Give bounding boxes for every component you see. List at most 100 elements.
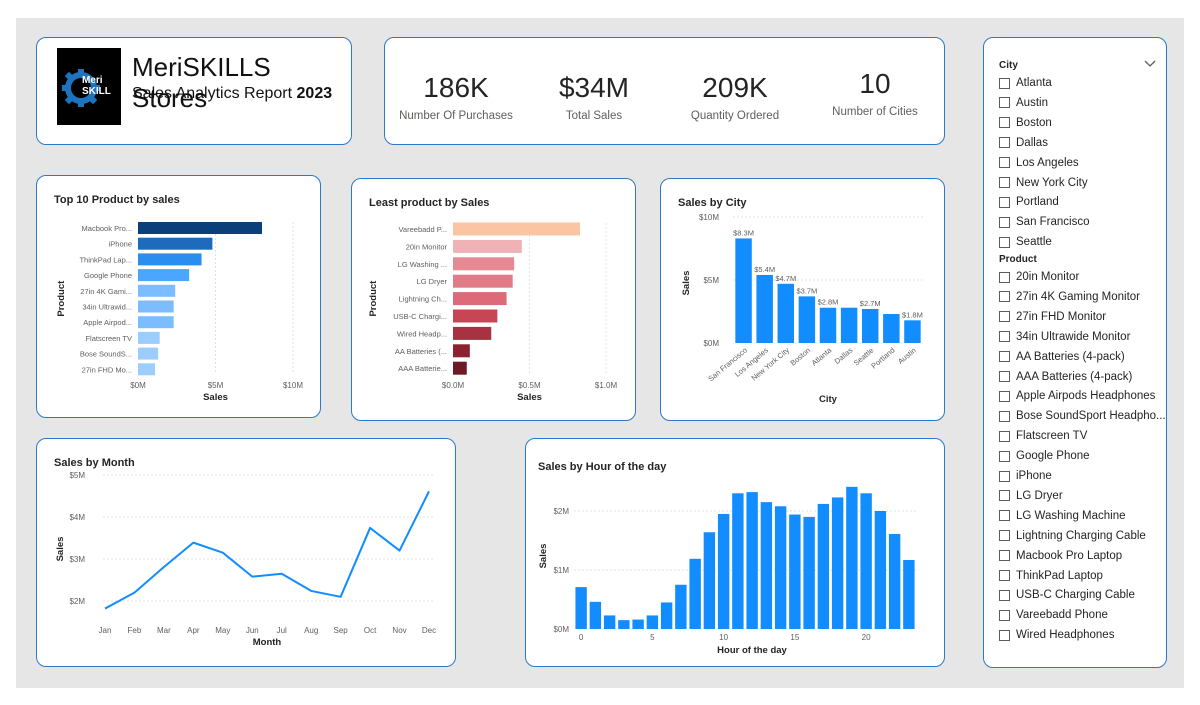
bar[interactable] [589, 601, 602, 629]
checkbox[interactable] [999, 450, 1010, 462]
bar[interactable] [603, 615, 616, 629]
bar[interactable] [874, 511, 887, 629]
product-option[interactable]: Apple Airpods Headphones [999, 388, 1155, 404]
city-option[interactable]: Portland [999, 194, 1059, 210]
bar[interactable] [760, 502, 773, 629]
bar[interactable] [860, 493, 872, 629]
bar[interactable] [846, 486, 858, 629]
city-option[interactable]: Austin [999, 95, 1048, 111]
bar[interactable] [138, 284, 176, 297]
bar[interactable] [735, 238, 752, 343]
checkbox[interactable] [999, 629, 1010, 641]
bar[interactable] [717, 513, 730, 629]
bar[interactable] [453, 344, 470, 358]
bar[interactable] [819, 307, 837, 343]
checkbox[interactable] [999, 196, 1010, 208]
bar[interactable] [453, 309, 498, 323]
bar[interactable] [138, 347, 159, 360]
bar[interactable] [138, 253, 202, 266]
bar[interactable] [453, 257, 515, 271]
bar[interactable] [756, 274, 773, 343]
product-option[interactable]: Lightning Charging Cable [999, 528, 1146, 544]
checkbox[interactable] [999, 291, 1010, 303]
product-option[interactable]: Wired Headphones [999, 627, 1114, 643]
checkbox[interactable] [999, 271, 1010, 283]
bar[interactable] [689, 558, 701, 629]
product-option[interactable]: Bose SoundSport Headpho... [999, 408, 1166, 424]
bar[interactable] [675, 584, 687, 629]
bar[interactable] [138, 331, 160, 344]
city-option[interactable]: Dallas [999, 135, 1048, 151]
city-option[interactable]: San Francisco [999, 214, 1090, 230]
checkbox[interactable] [999, 530, 1010, 542]
bar[interactable] [632, 619, 644, 629]
product-option[interactable]: ThinkPad Laptop [999, 568, 1103, 584]
bar[interactable] [732, 493, 744, 629]
bar[interactable] [703, 532, 716, 629]
product-option[interactable]: USB-C Charging Cable [999, 587, 1135, 603]
product-option[interactable]: AAA Batteries (4-pack) [999, 369, 1132, 385]
city-option[interactable]: Atlanta [999, 75, 1052, 91]
city-option[interactable]: New York City [999, 175, 1088, 191]
bar[interactable] [453, 361, 467, 375]
city-option[interactable]: Boston [999, 115, 1052, 131]
checkbox[interactable] [999, 371, 1010, 382]
bar[interactable] [138, 237, 213, 250]
bar[interactable] [453, 292, 507, 306]
checkbox[interactable] [999, 589, 1010, 601]
bar[interactable] [618, 620, 630, 629]
bar[interactable] [453, 274, 513, 288]
product-option[interactable]: 20in Monitor [999, 269, 1079, 285]
checkbox[interactable] [999, 216, 1010, 228]
checkbox[interactable] [999, 97, 1010, 109]
bar[interactable] [789, 514, 801, 629]
bar[interactable] [660, 602, 673, 629]
checkbox[interactable] [999, 470, 1010, 482]
bar[interactable] [453, 326, 492, 340]
checkbox[interactable] [999, 137, 1010, 149]
product-option[interactable]: iPhone [999, 468, 1052, 484]
checkbox[interactable] [999, 570, 1010, 581]
bar[interactable] [646, 615, 659, 629]
bar[interactable] [903, 559, 915, 629]
chevron-down-icon[interactable] [1144, 60, 1156, 68]
checkbox[interactable] [999, 117, 1010, 129]
bar[interactable] [138, 363, 156, 376]
bar[interactable] [453, 222, 580, 236]
checkbox[interactable] [999, 430, 1010, 442]
city-option[interactable]: Los Angeles [999, 155, 1079, 171]
bar[interactable] [774, 506, 787, 629]
checkbox[interactable] [999, 77, 1010, 89]
product-option[interactable]: 34in Ultrawide Monitor [999, 329, 1130, 345]
bar[interactable] [138, 300, 174, 313]
bar[interactable] [888, 534, 901, 629]
product-option[interactable]: Vareebadd Phone [999, 607, 1108, 623]
bar[interactable] [138, 316, 174, 329]
product-option[interactable]: AA Batteries (4-pack) [999, 349, 1125, 365]
checkbox[interactable] [999, 390, 1010, 402]
bar[interactable] [904, 320, 921, 343]
checkbox[interactable] [999, 236, 1010, 248]
checkbox[interactable] [999, 609, 1010, 621]
bar[interactable] [138, 269, 190, 282]
bar[interactable] [840, 307, 858, 343]
checkbox[interactable] [999, 177, 1010, 188]
bar[interactable] [453, 239, 522, 253]
bar[interactable] [831, 497, 844, 629]
bar[interactable] [798, 296, 816, 343]
city-option[interactable]: Seattle [999, 234, 1052, 250]
checkbox[interactable] [999, 490, 1010, 502]
checkbox[interactable] [999, 157, 1010, 169]
checkbox[interactable] [999, 550, 1010, 562]
bar[interactable] [883, 314, 900, 343]
checkbox[interactable] [999, 510, 1010, 522]
product-option[interactable]: 27in FHD Monitor [999, 309, 1106, 325]
product-option[interactable]: Flatscreen TV [999, 428, 1087, 444]
checkbox[interactable] [999, 311, 1010, 323]
bar[interactable] [817, 503, 830, 629]
product-option[interactable]: 27in 4K Gaming Monitor [999, 289, 1140, 305]
product-option[interactable]: Macbook Pro Laptop [999, 548, 1122, 564]
product-option[interactable]: LG Washing Machine [999, 508, 1126, 524]
checkbox[interactable] [999, 331, 1010, 343]
product-option[interactable]: Google Phone [999, 448, 1090, 464]
